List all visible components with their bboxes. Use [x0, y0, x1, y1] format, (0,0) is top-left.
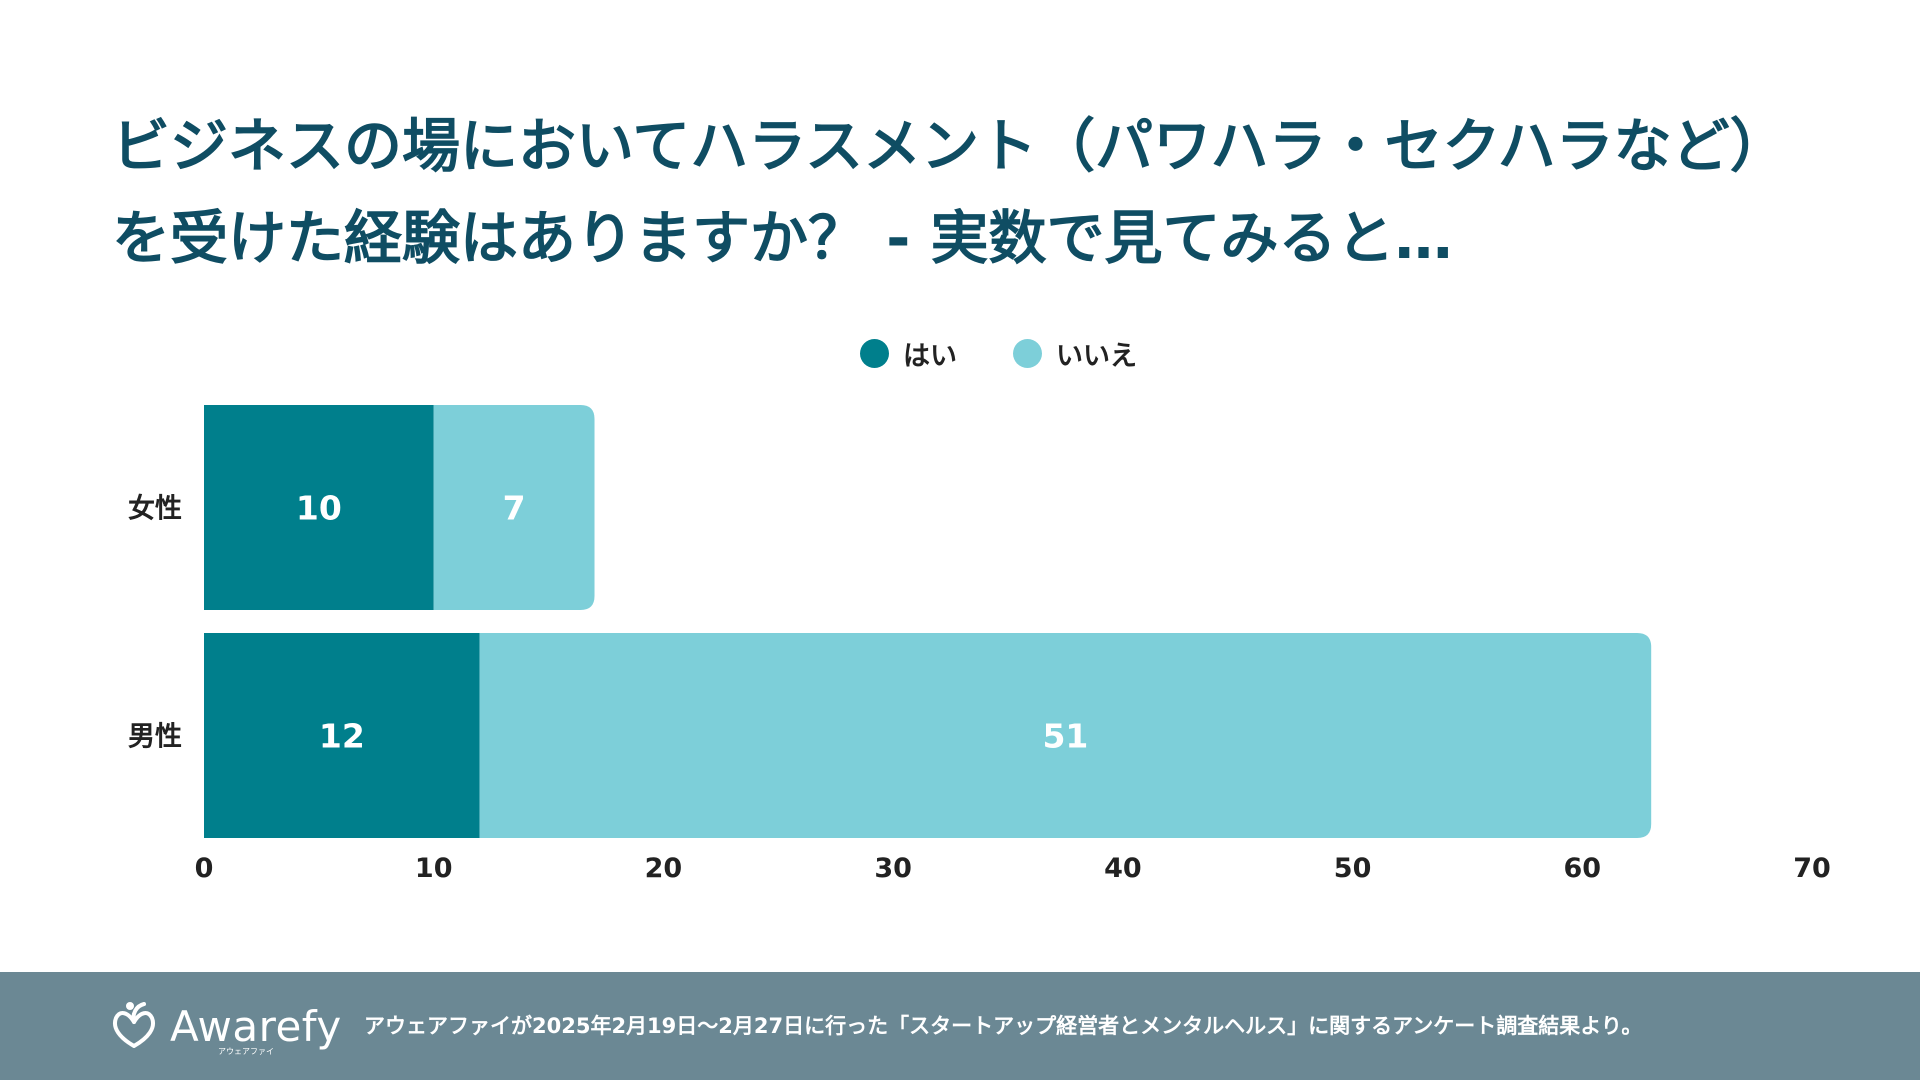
x-tick-label: 70: [1793, 853, 1831, 884]
bar-chart: 女性 10 7 男性 12 51 0 10 20 30 40 50 60 70: [128, 405, 1831, 884]
legend-label-yes: はい: [903, 340, 957, 372]
category-label: 女性: [128, 493, 182, 525]
title-line-2: を受けた経験はありますか？ - 実数で見てみると…: [112, 204, 1453, 272]
awarefy-logo-icon: [113, 1002, 155, 1048]
x-tick-label: 0: [195, 853, 214, 884]
legend-label-no: いいえ: [1056, 340, 1137, 372]
legend-item-yes: はい: [860, 334, 957, 373]
legend-swatch-no: [1013, 338, 1042, 368]
logo-subtext: アウェアファイ: [218, 1047, 274, 1056]
legend-swatch-yes: [860, 338, 889, 368]
bar-segment: [479, 633, 1652, 838]
legend: はい いいえ: [860, 333, 1137, 373]
data-label: 51: [1042, 717, 1088, 756]
category-label: 男性: [128, 722, 182, 753]
chart-title: ビジネスの場においてハラスメント（パワハラ・セクハラなど） を受けた経験はありま…: [112, 100, 1832, 284]
legend-item-no: いいえ: [1013, 334, 1137, 373]
bar-segment: [433, 405, 595, 610]
x-tick-label: 60: [1563, 853, 1601, 884]
logo-wordmark: Awarefy: [170, 1001, 342, 1051]
title-line-1: ビジネスの場においてハラスメント（パワハラ・セクハラなど）: [112, 112, 1788, 180]
x-tick-label: 40: [1104, 853, 1142, 884]
bar-segment: [204, 405, 434, 610]
data-label: 12: [319, 717, 365, 756]
x-tick-label: 30: [874, 853, 912, 884]
x-tick-label: 50: [1334, 853, 1372, 884]
x-tick-label: 10: [415, 853, 453, 884]
bar-segment: [204, 633, 480, 838]
source-note: アウェアファイが2025年2月19日〜2月27日に行った「スタートアップ経営者と…: [364, 1014, 1643, 1038]
x-tick-label: 20: [645, 853, 683, 884]
data-label: 7: [503, 489, 526, 528]
awarefy-logo: Awarefy アウェアファイ: [106, 994, 342, 1058]
data-label: 10: [296, 489, 342, 528]
footer: Awarefy アウェアファイ アウェアファイが2025年2月19日〜2月27日…: [0, 972, 1920, 1080]
